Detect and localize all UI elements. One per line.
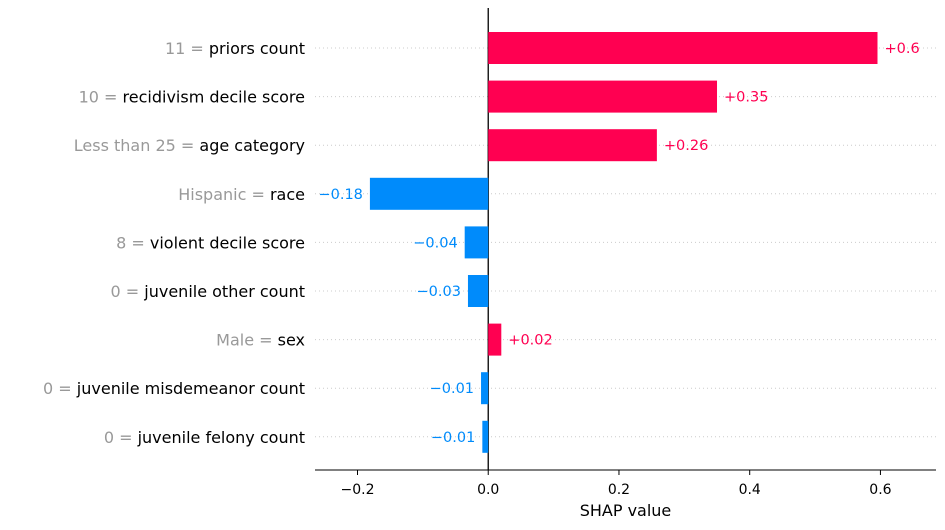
x-tick-label: −0.2: [340, 482, 374, 498]
bar: [488, 32, 878, 64]
bar-value-label: −0.04: [413, 235, 457, 251]
x-tick-label: 0.6: [869, 482, 891, 498]
bar-value-label: −0.01: [431, 430, 475, 446]
bar-value-label: +0.6: [884, 41, 919, 57]
feature-value: 11 =: [165, 39, 209, 58]
x-axis: −0.2 0.0 0.2 0.4 0.6 SHAP value: [315, 469, 936, 520]
bar-value-label: −0.18: [318, 187, 362, 203]
bar: [464, 226, 489, 259]
bar: [467, 275, 489, 307]
feature-name: juvenile misdemeanor count: [76, 379, 305, 398]
bar-value-label: +0.26: [664, 138, 708, 154]
feature-label: 0 = juvenile misdemeanor count: [43, 379, 305, 398]
feature-name: recidivism decile score: [123, 88, 305, 107]
feature-labels: 11 = priors count 10 = recidivism decile …: [43, 39, 305, 447]
bar: [488, 129, 657, 162]
feature-label: Less than 25 = age category: [74, 136, 305, 155]
feature-label: 8 = violent decile score: [116, 233, 305, 252]
bar: [488, 323, 502, 356]
feature-label: 10 = recidivism decile score: [79, 88, 305, 107]
bar: [369, 177, 489, 210]
feature-name: violent decile score: [150, 233, 305, 252]
feature-value: 10 =: [79, 88, 123, 107]
x-ticks: −0.2 0.0 0.2 0.4 0.6: [340, 470, 892, 498]
feature-value: Hispanic =: [178, 185, 270, 204]
x-tick-label: 0.4: [739, 482, 761, 498]
bar-value-label: +0.35: [724, 90, 768, 106]
feature-name: sex: [278, 331, 305, 350]
bar-value-label: +0.02: [508, 333, 552, 349]
x-tick-label: 0.0: [477, 482, 499, 498]
feature-value: Less than 25 =: [74, 136, 200, 155]
feature-label: 0 = juvenile felony count: [104, 428, 305, 447]
feature-name: age category: [199, 136, 305, 155]
feature-name: juvenile felony count: [137, 428, 305, 447]
bar: [481, 372, 489, 405]
feature-name: juvenile other count: [143, 282, 305, 301]
bar-value-label: −0.01: [430, 381, 474, 397]
feature-value: 0 =: [104, 428, 138, 447]
feature-value: Male =: [216, 331, 277, 350]
feature-value: 0 =: [111, 282, 145, 301]
x-axis-title: SHAP value: [580, 501, 672, 520]
feature-value: 8 =: [116, 233, 150, 252]
feature-label: 0 = juvenile other count: [111, 282, 305, 301]
feature-label: Male = sex: [216, 331, 305, 350]
bar: [482, 420, 489, 453]
feature-label: 11 = priors count: [165, 39, 305, 58]
bar: [488, 80, 718, 113]
bars-group: [369, 32, 878, 453]
x-tick-label: 0.2: [608, 482, 630, 498]
feature-value: 0 =: [43, 379, 77, 398]
bar-value-label: −0.03: [417, 284, 461, 300]
feature-label: Hispanic = race: [178, 185, 305, 204]
feature-name: race: [270, 185, 305, 204]
feature-name: priors count: [209, 39, 305, 58]
bar-value-labels: +0.6 +0.35 +0.26 −0.18 −0.04 −0.03 +0.02 −0.01 −…: [318, 41, 919, 446]
